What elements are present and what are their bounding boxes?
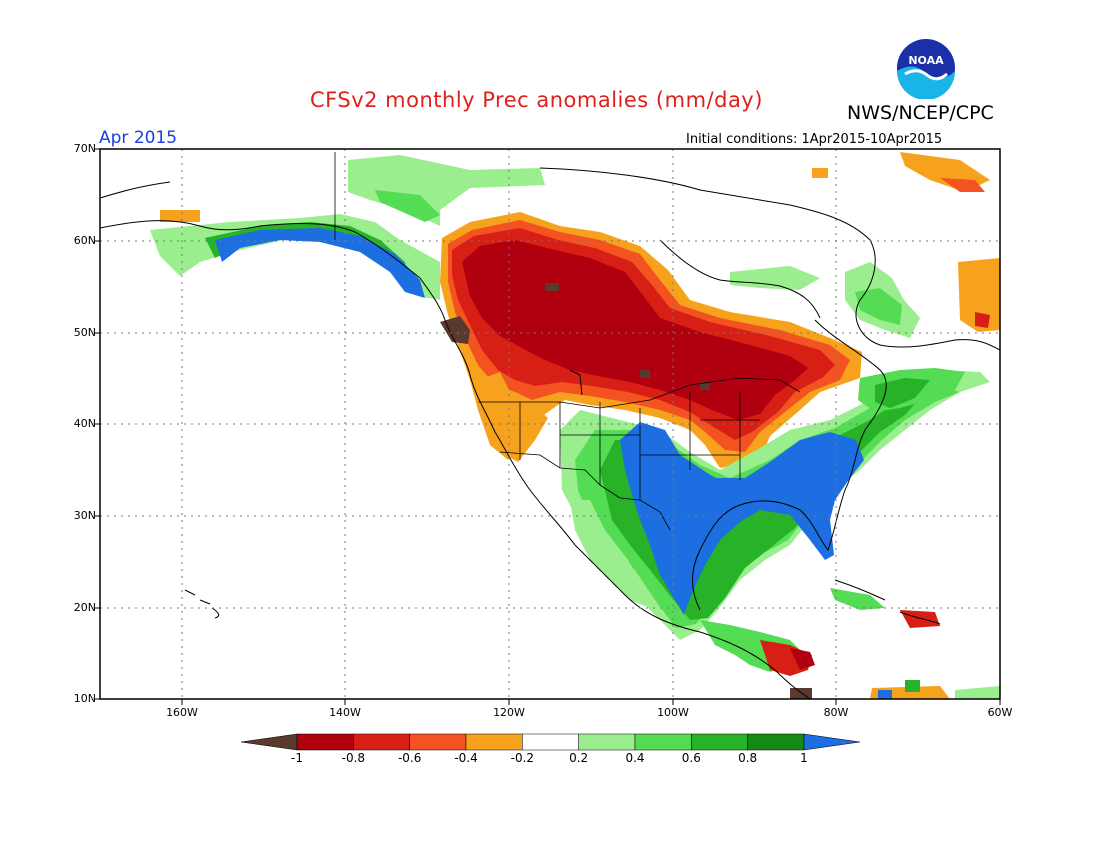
anomaly-fields bbox=[150, 152, 1000, 699]
colorbar-swatch bbox=[803, 733, 861, 751]
lon-label-100w: 100W bbox=[657, 706, 689, 719]
map-title: CFSv2 monthly Prec anomalies (mm/day) bbox=[310, 88, 763, 112]
colorbar-label: -0.8 bbox=[341, 751, 366, 765]
valid-month-label: Apr 2015 bbox=[99, 128, 178, 148]
lat-label-50n: 50N bbox=[73, 326, 96, 339]
colorbar-swatch bbox=[240, 733, 298, 751]
colorbar-swatch bbox=[522, 733, 579, 751]
lat-label-70n: 70N bbox=[73, 142, 96, 155]
colorbar-swatch bbox=[691, 733, 748, 751]
coastlines bbox=[100, 167, 1000, 699]
colorbar-label: 0.2 bbox=[569, 751, 589, 765]
lon-label-80w: 80W bbox=[823, 706, 849, 719]
organization-label: NWS/NCEP/CPC bbox=[847, 102, 994, 124]
lat-label-40n: 40N bbox=[73, 417, 96, 430]
colorbar-swatch bbox=[353, 733, 410, 751]
noaa-logo-text: NOAA bbox=[908, 54, 944, 67]
lat-label-20n: 20N bbox=[73, 601, 96, 614]
colorbar-label: -0.2 bbox=[510, 751, 535, 765]
colorbar-swatch bbox=[747, 733, 805, 751]
colorbar-label: -0.4 bbox=[454, 751, 478, 765]
lon-label-120w: 120W bbox=[493, 706, 525, 719]
lat-label-60n: 60N bbox=[73, 234, 96, 247]
colorbar-label: -1 bbox=[291, 751, 303, 765]
colorbar-label: 0.6 bbox=[681, 751, 701, 765]
political-borders bbox=[334, 152, 801, 531]
initial-conditions-label: Initial conditions: 1Apr2015-10Apr2015 bbox=[686, 132, 943, 147]
colorbar-label: 0.8 bbox=[738, 751, 758, 765]
colorbar-swatch bbox=[409, 733, 467, 751]
colorbar-swatch bbox=[296, 733, 354, 751]
colorbar-swatch bbox=[465, 733, 523, 751]
colorbar-label: 0.4 bbox=[625, 751, 645, 765]
lon-label-60w: 60W bbox=[987, 706, 1013, 719]
axis-ticks bbox=[94, 148, 1001, 705]
colorbar-label: -0.6 bbox=[397, 751, 422, 765]
colorbar-swatch bbox=[578, 733, 636, 751]
graticule bbox=[100, 149, 1000, 699]
lat-label-10n: 10N bbox=[73, 692, 96, 705]
lon-label-140w: 140W bbox=[329, 706, 361, 719]
colorbar-label: 1 bbox=[800, 751, 808, 765]
colorbar-swatch bbox=[634, 733, 692, 751]
colorbar bbox=[240, 733, 861, 751]
lat-label-30n: 30N bbox=[73, 509, 96, 522]
lon-label-160w: 160W bbox=[166, 706, 198, 719]
